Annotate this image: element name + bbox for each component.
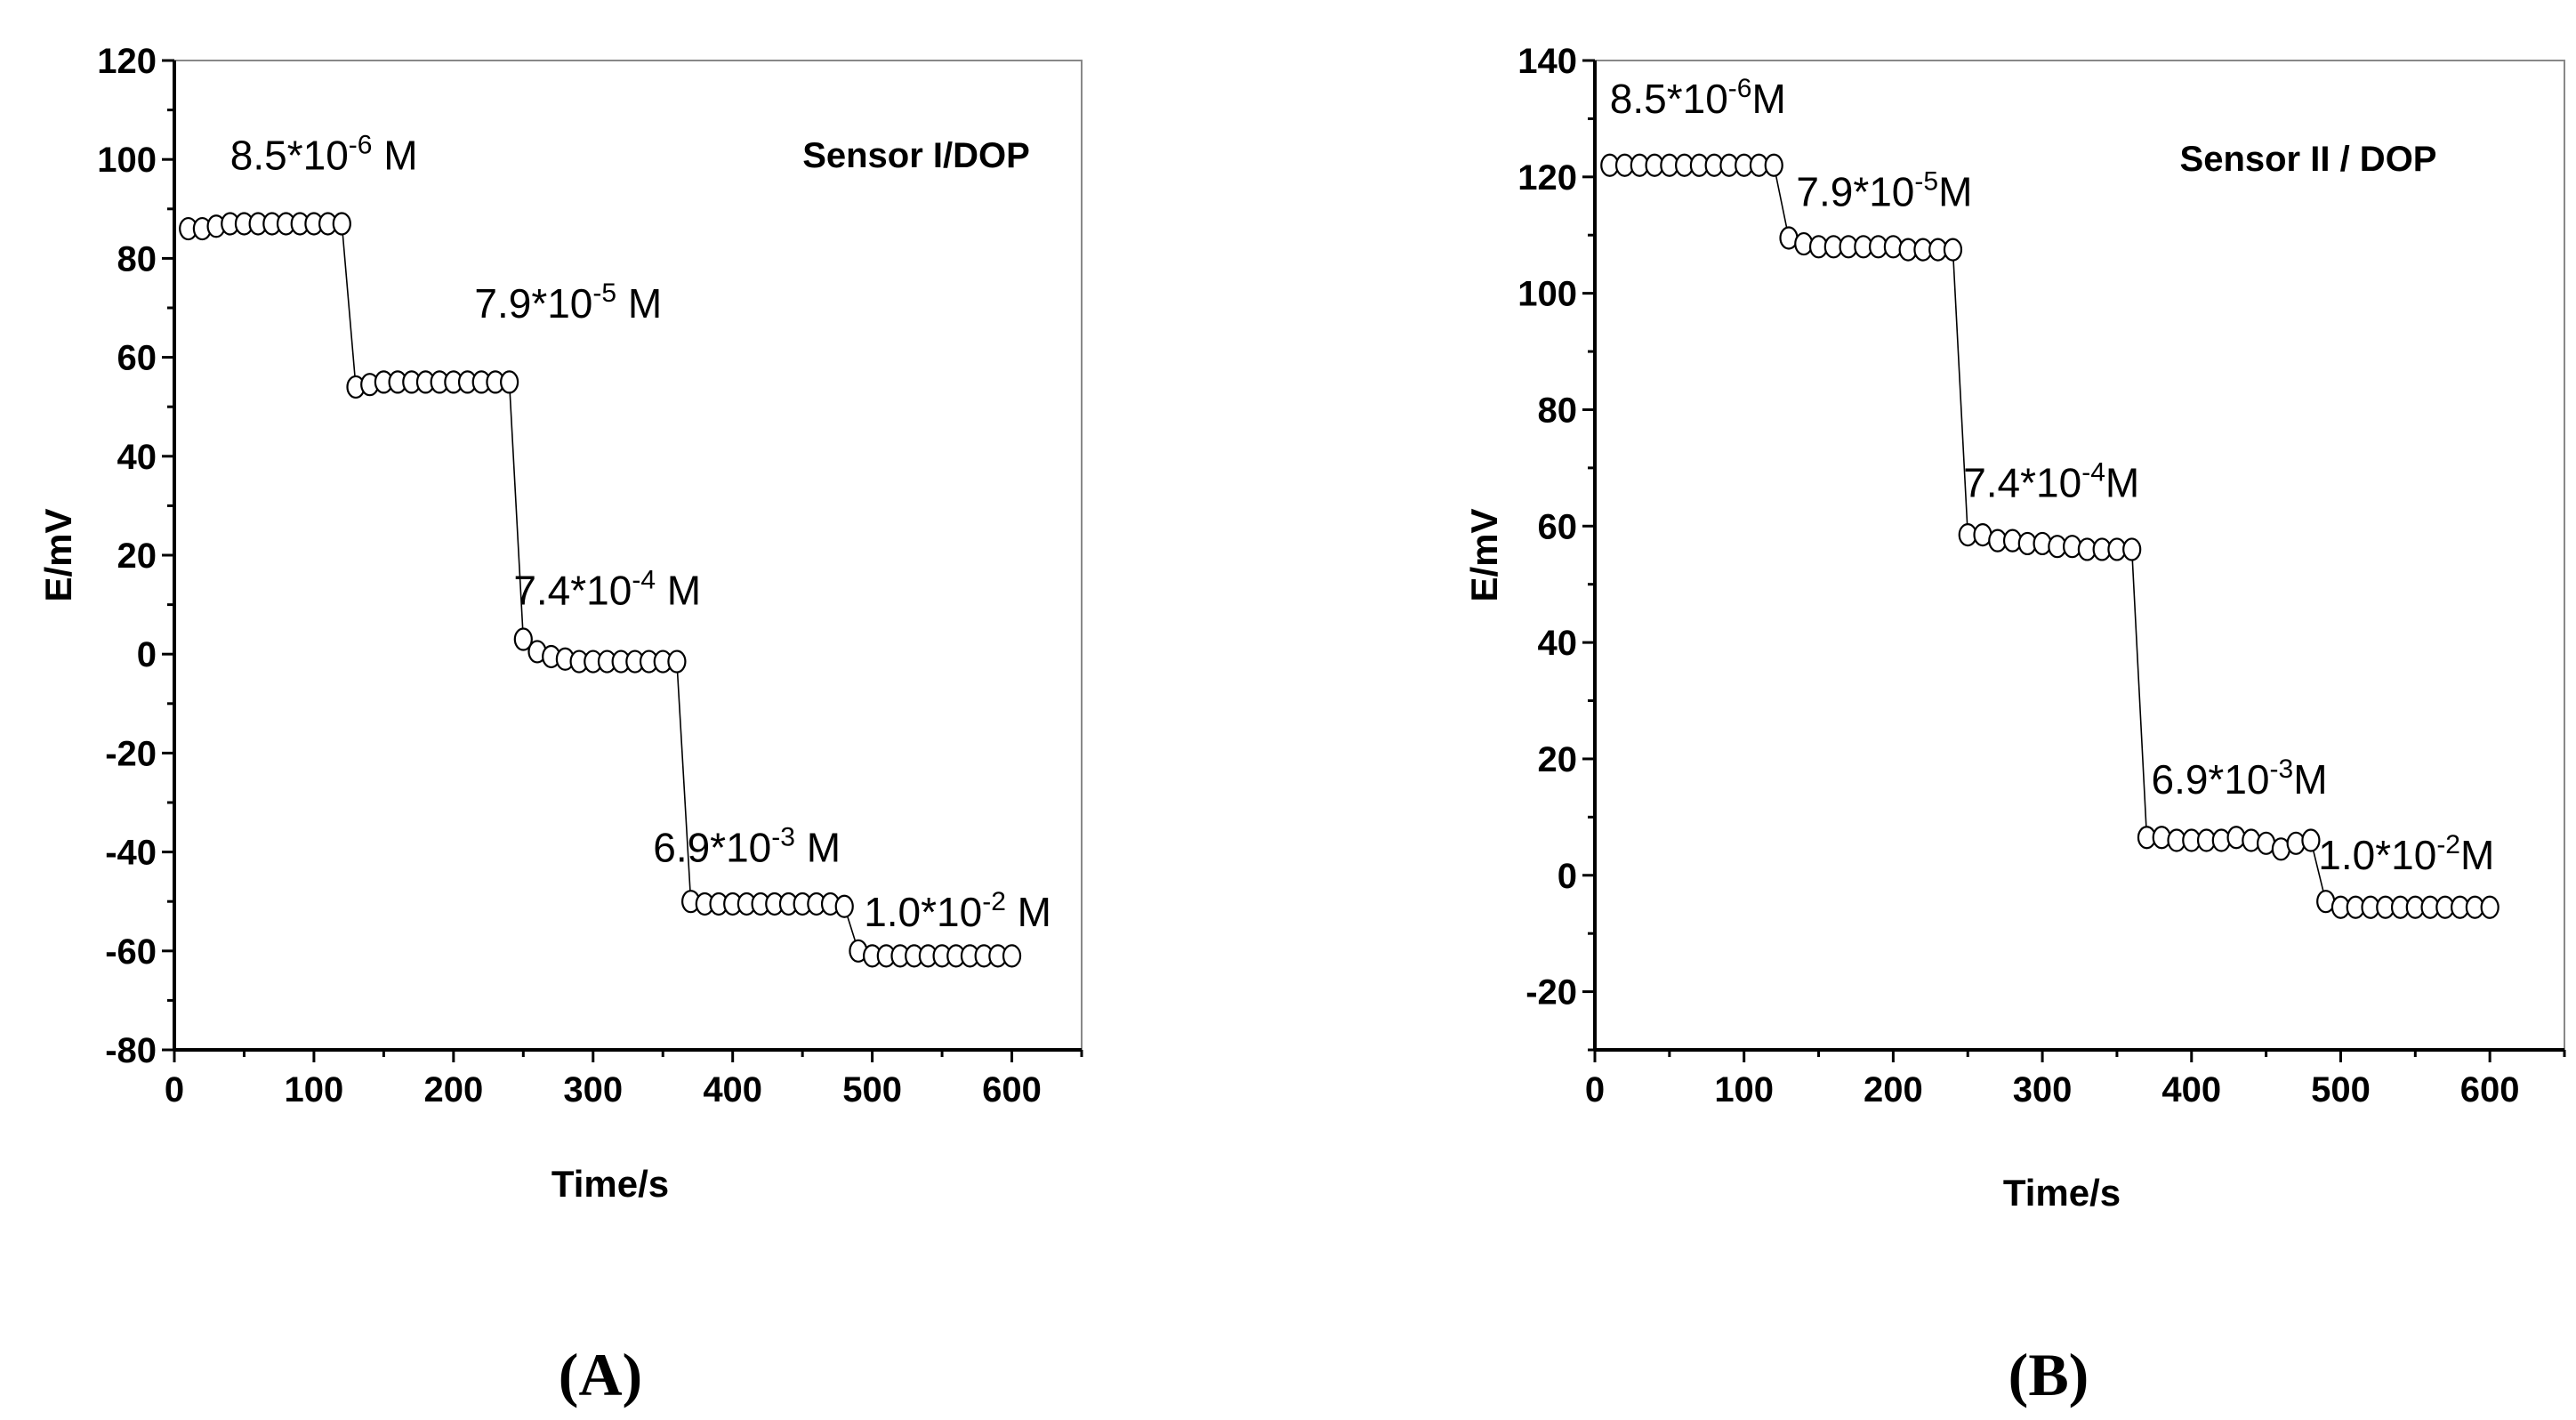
chart-a-concentration-base: 7.4*10 bbox=[513, 568, 632, 614]
chart-b-data-point bbox=[2301, 828, 2321, 852]
chart-b-concentration-unit: M bbox=[1751, 76, 1785, 122]
chart-b-x-tick-label: 600 bbox=[2460, 1070, 2520, 1109]
chart-a-data-point bbox=[500, 370, 519, 394]
chart-a-concentration-unit: M bbox=[656, 568, 701, 614]
chart-b-data-point bbox=[2480, 895, 2500, 919]
chart-a-y-tick-label: 20 bbox=[117, 537, 157, 576]
chart-a-y-tick-label: 60 bbox=[117, 339, 157, 378]
chart-a-x-tick-label: 300 bbox=[563, 1070, 623, 1109]
chart-a-data-point bbox=[332, 212, 351, 236]
chart-a-x-tick-label: 100 bbox=[285, 1070, 344, 1109]
chart-a-x-tick-label: 500 bbox=[842, 1070, 902, 1109]
chart-b-y-tick-label: 20 bbox=[1538, 740, 1578, 779]
chart-a-x-tick-label: 600 bbox=[982, 1070, 1042, 1109]
chart-b-sensor-title: Sensor II / DOP bbox=[2180, 140, 2437, 179]
chart-b-data-point bbox=[1764, 153, 1783, 177]
chart-a-concentration-unit: M bbox=[616, 280, 662, 327]
chart-b-y-axis-title: E/mV bbox=[1463, 508, 1505, 601]
chart-b-y-tick-label: 40 bbox=[1538, 624, 1578, 663]
chart-b-y-tick-label: 120 bbox=[1517, 158, 1577, 198]
chart-b-data-point bbox=[2122, 537, 2142, 561]
chart-b-concentration-unit: M bbox=[2105, 460, 2139, 506]
chart-a-concentration-exponent: -5 bbox=[592, 278, 616, 308]
chart-b-concentration-exponent: -3 bbox=[2270, 754, 2294, 784]
chart-b-concentration-exponent: -6 bbox=[1728, 74, 1752, 103]
chart-a-concentration-base: 6.9*10 bbox=[653, 825, 771, 871]
chart-b-x-tick-label: 500 bbox=[2311, 1070, 2371, 1109]
chart-a-concentration-label: 1.0*10-2 M bbox=[864, 887, 1051, 935]
chart-b-concentration-base: 6.9*10 bbox=[2151, 756, 2269, 803]
chart-a-concentration-exponent: -4 bbox=[632, 566, 656, 595]
chart-b-y-tick-label: 140 bbox=[1517, 42, 1577, 81]
chart-a-concentration-label: 7.9*10-5 M bbox=[474, 278, 662, 327]
chart-a-y-tick-label: 40 bbox=[117, 438, 157, 477]
chart-b-concentration-label: 7.9*10-5M bbox=[1796, 167, 1972, 215]
chart-a-concentration-base: 1.0*10 bbox=[864, 889, 982, 935]
chart-b-concentration-label: 6.9*10-3M bbox=[2151, 754, 2327, 803]
chart-b-y-tick-label: 100 bbox=[1517, 275, 1577, 314]
chart-b-concentration-base: 7.4*10 bbox=[1963, 460, 2081, 506]
chart-a-y-tick-label: -80 bbox=[105, 1031, 157, 1070]
chart-b-concentration-unit: M bbox=[1938, 169, 1972, 215]
chart-b-y-tick-label: 60 bbox=[1538, 507, 1578, 546]
chart-panel-b: 0 100 200 300 400 500 600 -20 0 20 40 60 80 100 120 140… bbox=[1463, 42, 2566, 1408]
chart-b-concentration-exponent: -2 bbox=[2436, 830, 2460, 859]
chart-a-concentration-label: 8.5*10-6 M bbox=[230, 130, 418, 178]
chart-b-concentration-base: 1.0*10 bbox=[2318, 832, 2436, 878]
chart-a-y-tick-label: 120 bbox=[97, 42, 157, 81]
chart-b-x-tick-label: 400 bbox=[2161, 1070, 2221, 1109]
chart-b-x-tick-label: 300 bbox=[2013, 1070, 2073, 1109]
chart-b-concentration-exponent: -4 bbox=[2081, 458, 2105, 488]
chart-a-data-point bbox=[1002, 944, 1022, 968]
chart-a-concentration-label: 7.4*10-4 M bbox=[513, 566, 701, 614]
chart-b-concentration-label: 1.0*10-2M bbox=[2318, 830, 2494, 878]
chart-b-x-tick-label: 0 bbox=[1585, 1070, 1605, 1109]
chart-a-data-point bbox=[667, 649, 687, 674]
chart-a-data-point bbox=[834, 894, 854, 918]
chart-a-sensor-title: Sensor I/DOP bbox=[802, 136, 1030, 175]
chart-a-concentration-exponent: -3 bbox=[771, 823, 795, 852]
chart-a-data-point bbox=[513, 627, 533, 651]
chart-a-x-tick-label: 0 bbox=[165, 1070, 184, 1109]
chart-b-concentration-base: 7.9*10 bbox=[1796, 169, 1914, 215]
chart-a-x-tick-label: 200 bbox=[423, 1070, 483, 1109]
chart-a-concentration-unit: M bbox=[1006, 889, 1051, 935]
chart-a-y-tick-label: 80 bbox=[117, 239, 157, 278]
chart-b-data-point bbox=[1943, 238, 1963, 262]
chart-b-concentration-label: 8.5*10-6M bbox=[1610, 74, 1786, 122]
chart-a-y-tick-label: -60 bbox=[105, 932, 157, 972]
chart-a-concentration-base: 7.9*10 bbox=[474, 280, 592, 327]
chart-b-concentration-base: 8.5*10 bbox=[1610, 76, 1728, 122]
chart-a-concentration-label: 6.9*10-3 M bbox=[653, 823, 841, 871]
chart-a-x-axis-title: Time/s bbox=[551, 1163, 669, 1205]
chart-b-y-tick-label: -20 bbox=[1525, 973, 1577, 1013]
chart-a-concentration-exponent: -6 bbox=[349, 130, 373, 159]
chart-b-concentration-exponent: -5 bbox=[1914, 167, 1938, 197]
chart-b-concentration-unit: M bbox=[2293, 756, 2327, 803]
chart-a-y-tick-label: -20 bbox=[105, 734, 157, 773]
chart-a-concentration-exponent: -2 bbox=[982, 887, 1006, 916]
chart-panel-a: 0 100 200 300 400 500 600 -80 -60 -40 -20 0 20 40 60 80… bbox=[37, 42, 1083, 1408]
chart-b-series-line bbox=[1609, 164, 2491, 908]
chart-a-y-tick-label: -40 bbox=[105, 834, 157, 873]
chart-a-y-tick-label: 100 bbox=[97, 141, 157, 180]
chart-a-panel-letter: (A) bbox=[559, 1341, 642, 1408]
chart-a-x-tick-label: 400 bbox=[703, 1070, 762, 1109]
chart-a-concentration-unit: M bbox=[372, 132, 417, 178]
chart-b-concentration-label: 7.4*10-4M bbox=[1963, 458, 2139, 506]
chart-a-y-tick-label: 0 bbox=[137, 635, 157, 674]
chart-b-y-tick-label: 0 bbox=[1558, 857, 1577, 896]
chart-a-y-axis-title: E/mV bbox=[37, 508, 79, 601]
chart-b-concentration-unit: M bbox=[2460, 832, 2494, 878]
chart-b-x-tick-label: 200 bbox=[1864, 1070, 1923, 1109]
chart-b-y-tick-label: 80 bbox=[1538, 391, 1578, 430]
chart-a-concentration-base: 8.5*10 bbox=[230, 132, 349, 178]
chart-a-concentration-unit: M bbox=[795, 825, 841, 871]
chart-b-panel-letter: (B) bbox=[2008, 1341, 2089, 1408]
chart-b-x-axis-title: Time/s bbox=[2003, 1172, 2121, 1214]
chart-b-x-tick-label: 100 bbox=[1714, 1070, 1774, 1109]
